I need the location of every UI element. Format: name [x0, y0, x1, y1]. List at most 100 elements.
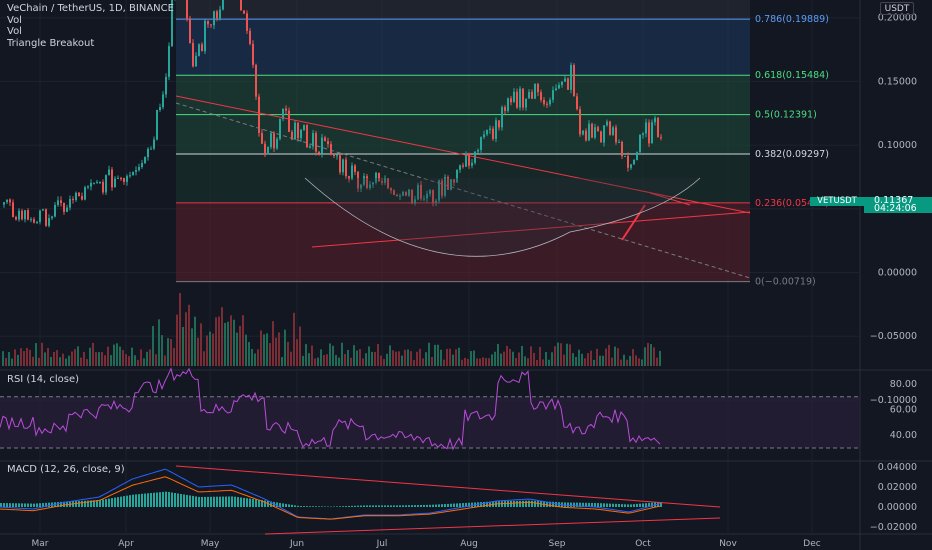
- macd-histogram-bar: [135, 494, 137, 507]
- volume-bar: [305, 344, 307, 366]
- macd-histogram-bar: [372, 505, 374, 507]
- volume-bar: [302, 355, 304, 366]
- volume-bar: [215, 317, 217, 366]
- candle-body: [576, 96, 578, 110]
- macd-histogram-bar: [594, 502, 596, 507]
- volume-bar: [29, 349, 31, 366]
- candle-body: [471, 162, 473, 166]
- macd-histogram-bar: [159, 492, 161, 507]
- candle-body: [483, 134, 485, 138]
- macd-histogram-bar: [252, 498, 254, 507]
- volume-bar: [140, 349, 142, 366]
- macd-histogram-bar: [384, 505, 386, 507]
- macd-histogram-bar: [63, 501, 65, 507]
- candle-body: [318, 151, 320, 154]
- macd-histogram-bar: [435, 504, 437, 507]
- volume-bar: [128, 356, 130, 366]
- currency-button[interactable]: USDT: [880, 2, 914, 15]
- volume-bar: [2, 351, 4, 366]
- indicator-vol-2[interactable]: Vol: [7, 26, 22, 37]
- volume-bar: [203, 351, 205, 366]
- macd-histogram-bar: [300, 506, 302, 507]
- candle-body: [270, 133, 272, 148]
- volume-bar: [179, 293, 181, 366]
- candle-body: [369, 184, 371, 188]
- candle-body: [261, 132, 263, 144]
- candle-body: [6, 199, 8, 203]
- candle-body: [513, 91, 515, 103]
- volume-bar: [5, 357, 7, 366]
- macd-histogram-bar: [459, 503, 461, 507]
- volume-bar: [368, 346, 370, 366]
- candle-body: [27, 210, 29, 220]
- candle-body: [432, 190, 434, 203]
- macd-histogram-bar: [444, 504, 446, 507]
- candle-body: [81, 196, 83, 200]
- candle-body: [603, 125, 605, 143]
- time-axis-label: Nov: [719, 539, 737, 549]
- price-axis-label: −0.10000: [870, 395, 917, 406]
- volume-bar: [449, 348, 451, 366]
- candle-body: [507, 98, 509, 111]
- candle-body: [291, 131, 293, 140]
- candle-body: [444, 177, 446, 196]
- macd-histogram-bar: [78, 500, 80, 507]
- indicator-triangle-breakout[interactable]: Triangle Breakout: [7, 37, 95, 49]
- candle-body: [657, 117, 659, 138]
- candle-body: [426, 193, 428, 199]
- candle-body: [135, 170, 137, 172]
- volume-bar: [101, 351, 103, 366]
- volume-bar: [191, 328, 193, 366]
- macd-histogram-bar: [45, 502, 47, 507]
- macd-histogram-bar: [294, 505, 296, 507]
- volume-bar: [386, 353, 388, 366]
- volume-bar: [218, 316, 220, 366]
- volume-bar: [464, 357, 466, 366]
- macd-histogram-bar: [624, 504, 626, 507]
- volume-bar: [149, 349, 151, 366]
- volume-bar: [212, 333, 214, 366]
- macd-legend[interactable]: MACD (12, 26, close, 9): [7, 464, 125, 475]
- volume-bar: [122, 350, 124, 366]
- candle-body: [3, 202, 5, 205]
- volume-bar: [116, 343, 118, 366]
- volume-bar: [98, 352, 100, 366]
- macd-histogram-bar: [198, 496, 200, 507]
- volume-bar: [383, 359, 385, 366]
- macd-histogram-bar: [201, 496, 203, 507]
- time-axis-label: Aug: [460, 539, 478, 549]
- candle-body: [87, 186, 89, 188]
- macd-histogram-bar: [246, 498, 248, 507]
- volume-bar: [428, 342, 430, 366]
- macd-histogram-bar: [285, 503, 287, 507]
- candle-body: [654, 117, 656, 123]
- macd-histogram-bar: [108, 498, 110, 507]
- candle-body: [615, 127, 617, 143]
- macd-histogram-bar: [315, 506, 317, 507]
- volume-bar: [359, 349, 361, 366]
- rsi-legend[interactable]: RSI (14, close): [7, 374, 80, 385]
- macd-histogram-bar: [156, 492, 158, 507]
- macd-histogram-bar: [291, 504, 293, 507]
- candle-body: [498, 120, 500, 128]
- macd-histogram-bar: [231, 496, 233, 507]
- price-axis-label: 0.10000: [878, 140, 917, 151]
- volume-bar: [38, 357, 40, 366]
- candle-body: [423, 198, 425, 200]
- volume-bar: [548, 359, 550, 366]
- volume-bar: [524, 356, 526, 366]
- macd-histogram-bar: [366, 505, 368, 507]
- macd-signal-line: [0, 476, 661, 520]
- candle-body: [18, 210, 20, 220]
- macd-histogram-bar: [27, 503, 29, 507]
- time-axis-label: Sep: [549, 539, 566, 549]
- volume-bar: [503, 351, 505, 366]
- macd-histogram-bar: [456, 503, 458, 507]
- macd-histogram-bar: [204, 496, 206, 507]
- candle-body: [312, 133, 314, 147]
- volume-bar: [605, 348, 607, 366]
- indicator-vol-1[interactable]: Vol: [7, 14, 22, 26]
- candle-body: [591, 123, 593, 138]
- rsi-axis-label: 60.00: [890, 405, 917, 416]
